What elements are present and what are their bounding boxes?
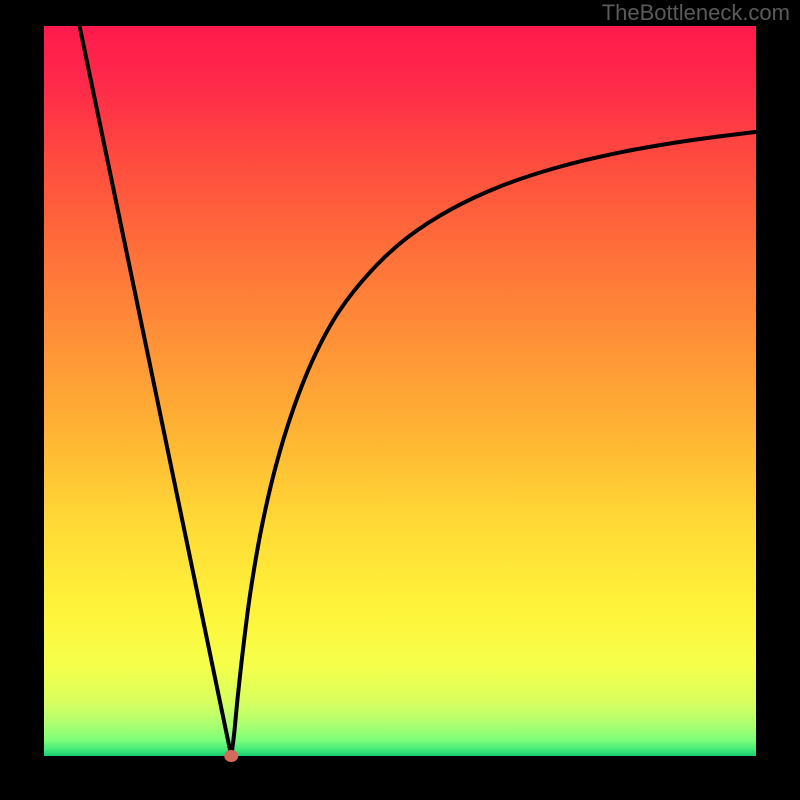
chart-plot-area bbox=[44, 26, 756, 756]
bottleneck-minimum-marker bbox=[224, 750, 238, 762]
watermark-text: TheBottleneck.com bbox=[602, 0, 790, 25]
